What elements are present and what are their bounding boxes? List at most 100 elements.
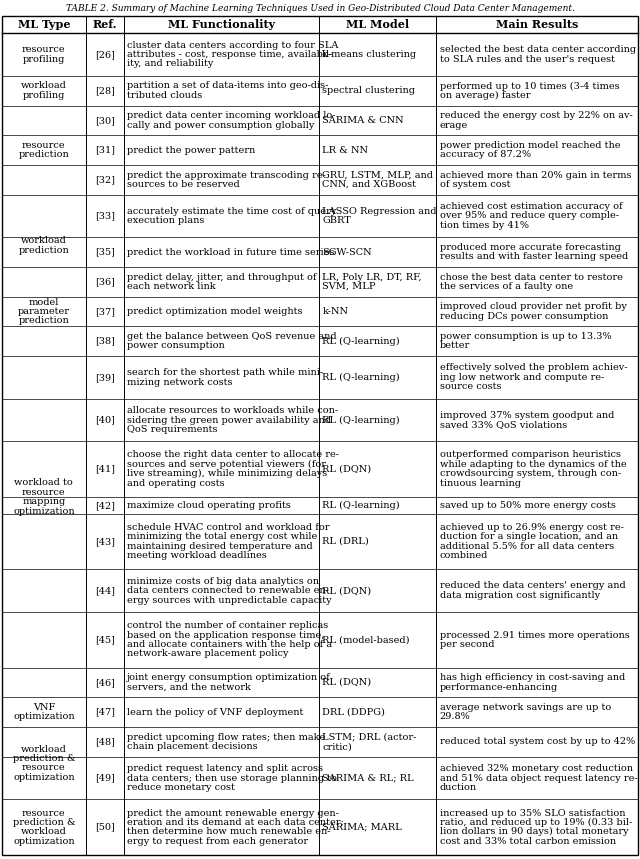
- Text: per second: per second: [440, 640, 494, 649]
- Text: achieved more than 20% gain in terms: achieved more than 20% gain in terms: [440, 171, 631, 180]
- Text: performed up to 10 times (3-4 times: performed up to 10 times (3-4 times: [440, 82, 619, 90]
- Text: [36]: [36]: [95, 277, 115, 286]
- Text: RL (DRL): RL (DRL): [323, 537, 369, 546]
- Text: has high efficiency in cost-saving and: has high efficiency in cost-saving and: [440, 673, 625, 682]
- Text: predict the approximate transcoding re-: predict the approximate transcoding re-: [127, 171, 326, 180]
- Text: attributes - cost, response time, availabil-: attributes - cost, response time, availa…: [127, 50, 333, 59]
- Text: predict the power pattern: predict the power pattern: [127, 145, 255, 155]
- Text: prediction &: prediction &: [13, 754, 75, 763]
- Text: to SLA rules and the user's request: to SLA rules and the user's request: [440, 55, 614, 64]
- Text: power consumption is up to 13.3%: power consumption is up to 13.3%: [440, 332, 611, 341]
- Text: workload: workload: [21, 82, 67, 90]
- Text: optimization: optimization: [13, 712, 75, 722]
- Text: LR & NN: LR & NN: [323, 145, 369, 155]
- Text: LR, Poly LR, DT, RF,: LR, Poly LR, DT, RF,: [323, 272, 422, 282]
- Text: minimizing the total energy cost while: minimizing the total energy cost while: [127, 533, 317, 541]
- Text: chose the best data center to restore: chose the best data center to restore: [440, 272, 623, 282]
- Text: execution plans: execution plans: [127, 216, 205, 225]
- Text: get the balance between QoS revenue and: get the balance between QoS revenue and: [127, 332, 337, 341]
- Text: the services of a faulty one: the services of a faulty one: [440, 282, 573, 291]
- Text: cost and 33% total carbon emission: cost and 33% total carbon emission: [440, 837, 616, 846]
- Text: [38]: [38]: [95, 337, 115, 345]
- Text: network-aware placement policy: network-aware placement policy: [127, 649, 289, 659]
- Text: prediction: prediction: [19, 246, 69, 255]
- Text: SVM, MLP: SVM, MLP: [323, 282, 376, 291]
- Text: schedule HVAC control and workload for: schedule HVAC control and workload for: [127, 523, 330, 532]
- Text: on average) faster: on average) faster: [440, 91, 530, 100]
- Text: prediction: prediction: [19, 150, 69, 159]
- Text: [43]: [43]: [95, 537, 115, 546]
- Text: [39]: [39]: [95, 373, 115, 382]
- Text: chain placement decisions: chain placement decisions: [127, 742, 258, 751]
- Text: [41]: [41]: [95, 465, 115, 473]
- Text: crowdsourcing system, through con-: crowdsourcing system, through con-: [440, 469, 621, 478]
- Text: reducing DCs power consumption: reducing DCs power consumption: [440, 312, 608, 320]
- Text: performance-enhancing: performance-enhancing: [440, 683, 558, 691]
- Text: average network savings are up to: average network savings are up to: [440, 703, 611, 712]
- Text: and 51% data object request latency re-: and 51% data object request latency re-: [440, 773, 637, 783]
- Text: sidering the green power availability and: sidering the green power availability an…: [127, 416, 331, 424]
- Text: SGW-SCN: SGW-SCN: [323, 247, 372, 257]
- Text: predict optimization model weights: predict optimization model weights: [127, 307, 303, 316]
- Text: ing low network and compute re-: ing low network and compute re-: [440, 373, 604, 382]
- Text: improved 37% system goodput and: improved 37% system goodput and: [440, 411, 614, 420]
- Text: QoS requirements: QoS requirements: [127, 425, 218, 434]
- Text: ity, and reliability: ity, and reliability: [127, 59, 214, 69]
- Text: selected the best data center according: selected the best data center according: [440, 46, 636, 54]
- Text: optimization: optimization: [13, 773, 75, 782]
- Text: predict request latency and split across: predict request latency and split across: [127, 764, 323, 773]
- Text: [48]: [48]: [95, 737, 115, 746]
- Text: power prediction model reached the: power prediction model reached the: [440, 141, 620, 149]
- Text: data centers; then use storage planning to: data centers; then use storage planning …: [127, 773, 337, 783]
- Text: k-means clustering: k-means clustering: [323, 50, 417, 59]
- Text: [40]: [40]: [95, 416, 115, 424]
- Text: [50]: [50]: [95, 823, 115, 832]
- Text: ML Functionality: ML Functionality: [168, 19, 275, 30]
- Text: [26]: [26]: [95, 50, 115, 59]
- Text: predict data center incoming workload lo-: predict data center incoming workload lo…: [127, 111, 335, 120]
- Text: live streaming), while minimizing delays: live streaming), while minimizing delays: [127, 469, 328, 478]
- Text: workload to: workload to: [15, 478, 73, 487]
- Text: accuracy of 87.2%: accuracy of 87.2%: [440, 150, 531, 159]
- Text: mapping: mapping: [22, 497, 65, 506]
- Text: processed 2.91 times more operations: processed 2.91 times more operations: [440, 631, 629, 640]
- Text: ergy sources with unpredictable capacity: ergy sources with unpredictable capacity: [127, 595, 332, 605]
- Text: servers, and the network: servers, and the network: [127, 683, 251, 691]
- Text: tributed clouds: tributed clouds: [127, 91, 202, 100]
- Text: data migration cost significantly: data migration cost significantly: [440, 591, 600, 600]
- Text: [45]: [45]: [95, 636, 115, 644]
- Text: additional 5.5% for all data centers: additional 5.5% for all data centers: [440, 542, 614, 551]
- Text: [32]: [32]: [95, 175, 115, 185]
- Text: achieved cost estimation accuracy of: achieved cost estimation accuracy of: [440, 202, 622, 211]
- Text: source costs: source costs: [440, 382, 501, 392]
- Text: sources and serve potential viewers (for: sources and serve potential viewers (for: [127, 460, 326, 469]
- Text: allocate resources to workloads while con-: allocate resources to workloads while co…: [127, 406, 339, 415]
- Text: produced more accurate forecasting: produced more accurate forecasting: [440, 243, 620, 252]
- Text: eration and its demand at each data center;: eration and its demand at each data cent…: [127, 818, 344, 827]
- Text: duction: duction: [440, 783, 477, 792]
- Text: search for the shortest path while mini-: search for the shortest path while mini-: [127, 369, 323, 377]
- Text: maintaining desired temperature and: maintaining desired temperature and: [127, 542, 313, 551]
- Text: saved 33% QoS violations: saved 33% QoS violations: [440, 420, 567, 430]
- Text: mizing network costs: mizing network costs: [127, 378, 232, 387]
- Text: and operating costs: and operating costs: [127, 478, 225, 488]
- Text: minimize costs of big data analytics on: minimize costs of big data analytics on: [127, 576, 319, 586]
- Text: GBRT: GBRT: [323, 216, 351, 225]
- Text: [42]: [42]: [95, 501, 115, 510]
- Text: reduce monetary cost: reduce monetary cost: [127, 783, 235, 792]
- Text: RL (DQN): RL (DQN): [323, 586, 371, 595]
- Text: RL (Q-learning): RL (Q-learning): [323, 373, 400, 382]
- Text: Ref.: Ref.: [92, 19, 117, 30]
- Text: maximize cloud operating profits: maximize cloud operating profits: [127, 501, 291, 510]
- Text: TABLE 2. Summary of Machine Learning Techniques Used in Geo-Distributed Cloud Da: TABLE 2. Summary of Machine Learning Tec…: [65, 4, 575, 13]
- Text: and allocate containers with the help of a: and allocate containers with the help of…: [127, 640, 332, 649]
- Text: joint energy consumption optimization of: joint energy consumption optimization of: [127, 673, 331, 682]
- Text: ratio, and reduced up to 19% (0.33 bil-: ratio, and reduced up to 19% (0.33 bil-: [440, 818, 632, 827]
- Text: predict delay, jitter, and throughput of: predict delay, jitter, and throughput of: [127, 272, 317, 282]
- Text: RL (Q-learning): RL (Q-learning): [323, 416, 400, 424]
- Text: results and with faster learning speed: results and with faster learning speed: [440, 253, 628, 261]
- Text: profiling: profiling: [22, 91, 65, 100]
- Text: while adapting to the dynamics of the: while adapting to the dynamics of the: [440, 460, 626, 469]
- Text: predict the workload in future time series: predict the workload in future time seri…: [127, 247, 335, 257]
- Text: over 95% and reduce query comple-: over 95% and reduce query comple-: [440, 211, 618, 221]
